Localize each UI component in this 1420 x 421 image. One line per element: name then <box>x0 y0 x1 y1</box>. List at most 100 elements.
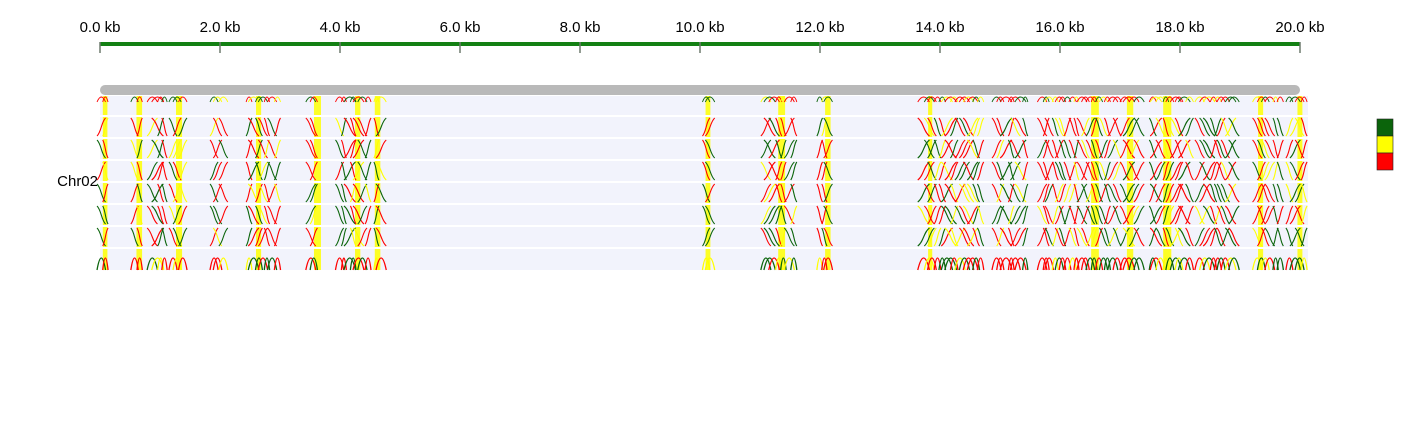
ruler-tick-label: 16.0 kb <box>1035 19 1084 36</box>
variant-mark <box>1256 117 1266 137</box>
variant-mark <box>102 227 109 247</box>
variant-mark <box>1090 96 1098 103</box>
variant-mark <box>168 96 178 103</box>
chromosome-label: Chr02 <box>57 173 98 190</box>
variant-mark <box>1194 183 1205 203</box>
variant-mark <box>933 183 942 203</box>
variant-mark <box>212 183 223 203</box>
variant-mark <box>245 161 253 181</box>
variant-mark <box>1228 227 1240 247</box>
variant-mark <box>1148 161 1157 181</box>
variant-mark <box>1216 257 1226 271</box>
ruler-tick-label: 2.0 kb <box>200 19 241 36</box>
variant-mark <box>364 257 372 271</box>
variant-mark <box>1185 161 1194 181</box>
variant-mark <box>1051 227 1059 247</box>
variant-mark <box>96 183 106 203</box>
variant-mark <box>1300 205 1308 225</box>
variant-mark <box>1119 205 1130 225</box>
variant-mark <box>209 96 219 103</box>
variant-mark <box>763 227 776 247</box>
variant-mark <box>790 257 798 271</box>
variant-mark <box>1112 139 1122 159</box>
variant-mark <box>1098 183 1108 203</box>
variant-mark <box>768 205 780 225</box>
variant-mark <box>136 96 143 103</box>
variant-mark <box>1174 183 1184 203</box>
variant-mark <box>1184 257 1195 271</box>
variant-mark <box>923 139 935 159</box>
variant-mark <box>209 183 219 203</box>
variant-mark <box>1224 117 1237 137</box>
variant-mark <box>790 183 798 203</box>
variant-mark <box>245 183 253 203</box>
variant-mark <box>1122 257 1136 271</box>
variant-mark <box>161 96 168 103</box>
variant-mark <box>1014 257 1027 271</box>
variant-mark <box>255 183 263 203</box>
variant-mark <box>944 227 957 247</box>
variant-mark <box>999 161 1013 181</box>
variant-mark <box>1162 117 1170 137</box>
variant-mark <box>938 96 946 103</box>
variant-mark <box>136 117 143 137</box>
variant-mark <box>157 205 165 225</box>
variant-mark <box>1169 96 1182 103</box>
variant-mark <box>1095 205 1104 225</box>
variant-mark <box>1264 139 1276 159</box>
variant-mark <box>763 139 776 159</box>
variant-mark <box>1213 161 1222 181</box>
variant-mark <box>212 227 223 247</box>
variant-mark <box>1194 205 1205 225</box>
variant-mark <box>1103 161 1111 181</box>
variant-mark <box>1054 139 1064 159</box>
variant-mark <box>1199 161 1211 181</box>
variant-mark <box>702 139 711 159</box>
variant-mark <box>1213 96 1222 103</box>
variant-mark <box>1252 139 1263 159</box>
variant-mark <box>1042 257 1050 271</box>
variant-mark <box>1103 139 1111 159</box>
ruler-tick-label: 0.0 kb <box>80 19 121 36</box>
variant-mark <box>96 205 106 225</box>
variant-mark <box>102 96 109 103</box>
variant-mark <box>1185 96 1194 103</box>
variant-mark <box>1264 161 1276 181</box>
variant-mark <box>1285 96 1294 103</box>
variant-mark <box>335 117 345 137</box>
variant-mark <box>1213 227 1222 247</box>
variant-mark <box>816 117 824 137</box>
variant-mark <box>263 96 271 103</box>
variant-mark <box>1294 227 1305 247</box>
variant-mark <box>1122 205 1136 225</box>
variant-mark <box>146 205 158 225</box>
variant-mark <box>1148 117 1157 137</box>
variant-mark <box>1209 139 1218 159</box>
variant-mark <box>352 257 365 271</box>
variant-mark <box>780 96 787 103</box>
ruler-tick-label: 8.0 kb <box>560 19 601 36</box>
variant-mark <box>1169 161 1182 181</box>
variant-mark <box>1261 139 1270 159</box>
variant-mark <box>1037 205 1048 225</box>
variant-mark <box>1199 139 1211 159</box>
variant-mark <box>962 183 975 203</box>
variant-mark <box>783 96 795 103</box>
variant-mark <box>1220 227 1230 247</box>
variant-mark <box>1076 96 1088 103</box>
variant-mark <box>1261 96 1270 103</box>
variant-mark <box>1133 183 1145 203</box>
variant-mark <box>1285 183 1294 203</box>
variant-mark <box>1103 117 1111 137</box>
variant-mark <box>161 257 168 271</box>
variant-mark <box>1202 96 1216 103</box>
variant-mark <box>257 183 268 203</box>
variant-mark <box>768 96 780 103</box>
variant-mark <box>1165 183 1175 203</box>
variant-mark <box>1098 227 1108 247</box>
variant-mark <box>1289 227 1301 247</box>
variant-mark <box>349 257 357 271</box>
variant-mark <box>218 96 229 103</box>
variant-mark <box>263 117 271 137</box>
variant-mark <box>257 161 268 181</box>
